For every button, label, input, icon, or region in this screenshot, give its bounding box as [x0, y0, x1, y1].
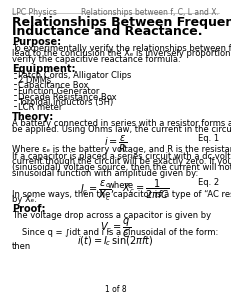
Text: where: where — [107, 181, 134, 190]
Text: Relationships between f, C, L and X.: Relationships between f, C, L and X. — [81, 8, 219, 17]
Text: Eq. 1: Eq. 1 — [198, 134, 219, 143]
Text: Equipment:: Equipment: — [12, 64, 76, 74]
Text: $V_c = \dfrac{q}{C}$: $V_c = \dfrac{q}{C}$ — [100, 217, 131, 240]
Text: LPC Physics: LPC Physics — [12, 8, 57, 17]
Text: then: then — [12, 242, 31, 251]
Text: Where εₑ is the battery voltage, and R is the resistance.: Where εₑ is the battery voltage, and R i… — [12, 145, 231, 154]
Text: by Xₑ:: by Xₑ: — [12, 196, 37, 205]
Text: In some ways, then the capacitor is a type of “AC resistor” with effective resis: In some ways, then the capacitor is a ty… — [12, 190, 231, 199]
Text: sinusoidal function with amplitude given by:: sinusoidal function with amplitude given… — [12, 169, 198, 178]
Text: Proof:: Proof: — [12, 204, 46, 214]
Text: Eq. 2: Eq. 2 — [198, 178, 219, 187]
Text: A battery connected in series with a resistor forms a simple circuit where Ohm's: A battery connected in series with a res… — [12, 119, 231, 128]
Text: Purpose:: Purpose: — [12, 37, 61, 47]
Text: LCR meter: LCR meter — [18, 103, 62, 112]
Text: Since q = ∫idt and i is a sinusoidal of the form:: Since q = ∫idt and i is a sinusoidal of … — [22, 228, 218, 237]
Text: To experimentally verify the relationships between f, C and Xₑ. The data collect: To experimentally verify the relationshi… — [12, 44, 231, 53]
Text: Patch Cords, Alligator Clips: Patch Cords, Alligator Clips — [18, 70, 131, 80]
Text: Toroidal inductors (5H): Toroidal inductors (5H) — [18, 98, 113, 107]
Text: Relationships Between Frequency, Capacitance,: Relationships Between Frequency, Capacit… — [12, 16, 231, 29]
Text: $i = \dfrac{\varepsilon}{R}$: $i = \dfrac{\varepsilon}{R}$ — [104, 134, 127, 155]
Text: $X_c = \dfrac{1}{2\pi fC}$: $X_c = \dfrac{1}{2\pi fC}$ — [122, 178, 169, 201]
Text: current though the circuit will be exactly zero. If you replace the battery with: current though the circuit will be exact… — [12, 158, 231, 166]
Text: lead to the conclusion the Xₑ is inversely proportional to C and f. This activit: lead to the conclusion the Xₑ is inverse… — [12, 50, 231, 58]
Text: Inductance and Reactance.: Inductance and Reactance. — [12, 25, 203, 38]
Text: (sinusoidal) voltage source, then the current will not be zero. Instead it will : (sinusoidal) voltage source, then the cu… — [12, 163, 231, 172]
Text: $I_c = \dfrac{\varepsilon_c}{X_c},$: $I_c = \dfrac{\varepsilon_c}{X_c},$ — [80, 178, 115, 202]
Text: If a capacitor is placed a series circuit with a dc voltage source such as a bat: If a capacitor is placed a series circui… — [12, 152, 231, 161]
Text: 1 of 8: 1 of 8 — [105, 285, 126, 294]
Text: be applied. Using Ohms law, the current in the circuit is given by: be applied. Using Ohms law, the current … — [12, 124, 231, 134]
Text: Decade Resistance Box: Decade Resistance Box — [18, 92, 117, 101]
Text: verify the capacitive reactance formula.: verify the capacitive reactance formula. — [12, 55, 181, 64]
Text: 2 DMMs: 2 DMMs — [18, 76, 51, 85]
Text: Theory:: Theory: — [12, 112, 54, 122]
Text: The voltage drop across a capacitor is given by: The voltage drop across a capacitor is g… — [12, 211, 211, 220]
Text: $i(t) = I_c\,\sin(2\pi ft)$: $i(t) = I_c\,\sin(2\pi ft)$ — [77, 234, 154, 247]
Text: Capacitance Box: Capacitance Box — [18, 82, 88, 91]
Text: Function Generator: Function Generator — [18, 87, 99, 96]
